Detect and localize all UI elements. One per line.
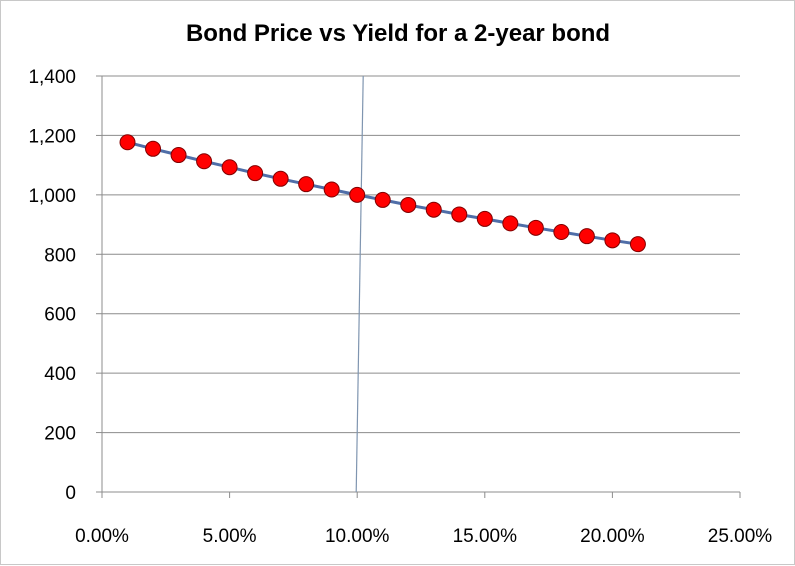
data-point [502,215,519,232]
x-tick-label: 5.00% [203,526,257,547]
x-tick-label: 10.00% [325,526,390,547]
x-tick-label: 20.00% [580,526,645,547]
y-tick-label: 1,000 [28,186,76,207]
data-point [272,170,289,187]
data-point [451,206,468,223]
data-point [553,224,570,240]
data-point [604,232,621,249]
data-point [196,153,213,170]
y-tick-labels: 0 200 400 600 800 1,000 1,200 1,400 [28,67,76,504]
data-point [425,201,442,218]
data-point [221,159,238,176]
data-point [527,219,544,236]
x-tick-labels: 0.00% 5.00% 10.00% 15.00% 20.00% 25.00% [75,526,772,547]
y-tick-label: 800 [44,245,76,266]
reference-line-layer [355,75,364,493]
data-point [629,236,646,253]
x-tick-label: 25.00% [708,526,773,547]
data-point [170,147,187,164]
axes [96,75,741,498]
data-point [298,176,315,193]
data-point [119,134,136,151]
x-tick-label: 15.00% [453,526,518,547]
y-tick-label: 1,400 [28,67,76,88]
y-tick-label: 200 [44,424,76,445]
data-point [247,165,264,182]
data-point [349,186,366,203]
data-point [323,181,340,198]
reference-vertical-line [355,75,364,493]
y-tick-label: 400 [44,364,76,385]
data-point [476,210,493,227]
chart-title: Bond Price vs Yield for a 2-year bond [186,20,610,47]
data-point [578,228,595,245]
y-tick-label: 600 [44,305,76,326]
data-point [374,191,391,208]
x-tick-label: 0.00% [75,526,129,547]
data-point [145,140,162,157]
data-point [400,196,417,213]
data-points [119,134,646,253]
grid-lines [102,75,740,434]
y-tick-label: 0 [65,483,76,504]
y-tick-label: 1,200 [28,126,76,147]
